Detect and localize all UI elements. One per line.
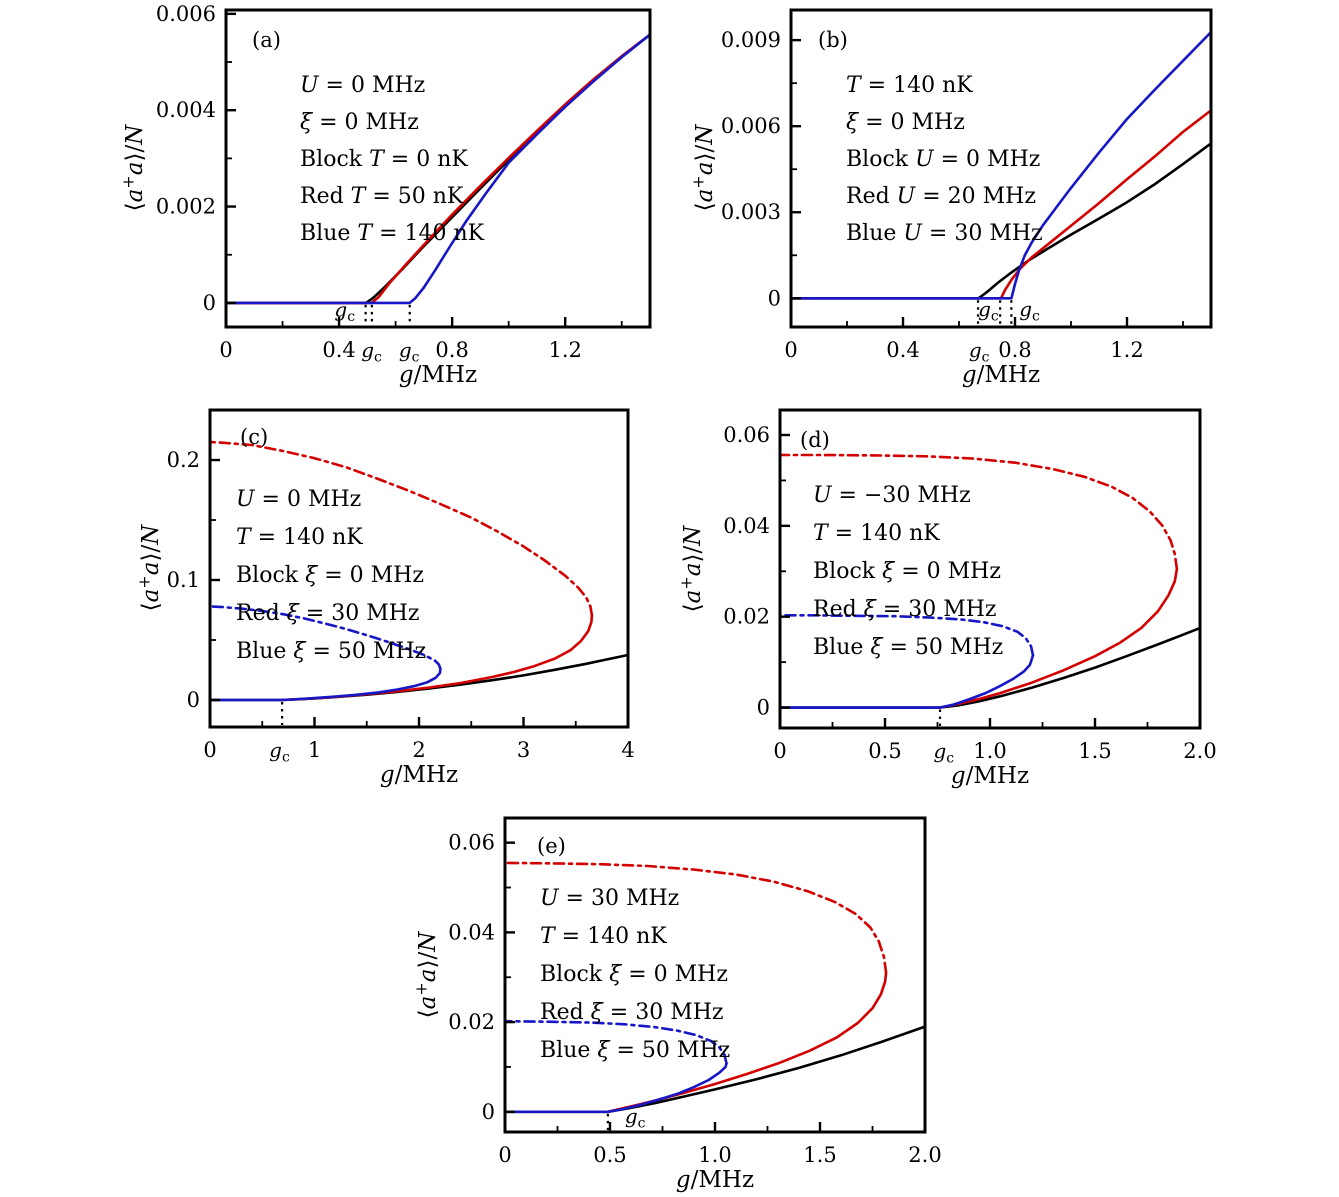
svg-text:0: 0: [203, 738, 216, 762]
svg-text:Block ξ = 0 MHz: Block ξ = 0 MHz: [813, 559, 1001, 584]
svg-text:0.04: 0.04: [723, 514, 770, 538]
svg-text:0: 0: [498, 1143, 511, 1167]
svg-text:2: 2: [412, 738, 425, 762]
svg-text:⟨a+a⟩/N: ⟨a+a⟩/N: [118, 124, 148, 212]
svg-text:0: 0: [768, 286, 781, 310]
svg-text:Red T = 50 nK: Red T = 50 nK: [300, 184, 464, 209]
svg-text:g/MHz: g/MHz: [399, 362, 477, 388]
svg-text:Blue T = 140 nK: Blue T = 140 nK: [300, 221, 485, 246]
svg-text:0.2: 0.2: [167, 448, 200, 472]
svg-text:⟨a+a⟩/N: ⟨a+a⟩/N: [134, 524, 164, 612]
svg-text:1: 1: [308, 738, 321, 762]
svg-text:T = 140 nK: T = 140 nK: [540, 924, 667, 949]
svg-text:0: 0: [219, 338, 232, 362]
svg-text:0.006: 0.006: [721, 114, 781, 138]
svg-text:0.06: 0.06: [448, 831, 495, 855]
svg-text:U = −30 MHz: U = −30 MHz: [813, 483, 971, 508]
svg-text:gc: gc: [361, 338, 382, 365]
svg-text:3: 3: [517, 738, 530, 762]
svg-text:0.002: 0.002: [156, 195, 216, 219]
svg-text:ξ = 0 MHz: ξ = 0 MHz: [300, 110, 419, 135]
svg-text:0.06: 0.06: [723, 423, 770, 447]
svg-text:Red ξ = 30 MHz: Red ξ = 30 MHz: [236, 601, 420, 626]
svg-text:Red ξ = 30 MHz: Red ξ = 30 MHz: [540, 1000, 724, 1025]
svg-text:0: 0: [187, 688, 200, 712]
svg-text:Blue U = 30 MHz: Blue U = 30 MHz: [846, 221, 1043, 246]
svg-text:0.4: 0.4: [322, 338, 355, 362]
svg-text:gc: gc: [1019, 297, 1040, 324]
svg-text:g/MHz: g/MHz: [951, 763, 1029, 789]
svg-text:(d): (d): [800, 428, 830, 452]
svg-text:4: 4: [621, 738, 634, 762]
svg-text:U = 0 MHz: U = 0 MHz: [300, 73, 425, 98]
svg-text:1.0: 1.0: [973, 739, 1006, 763]
svg-text:0.4: 0.4: [886, 338, 919, 362]
svg-text:gc: gc: [269, 738, 290, 765]
svg-text:Block U = 0 MHz: Block U = 0 MHz: [846, 147, 1040, 172]
svg-text:(e): (e): [537, 834, 566, 858]
svg-text:0.8: 0.8: [998, 338, 1031, 362]
svg-text:U = 0 MHz: U = 0 MHz: [236, 487, 361, 512]
svg-text:T = 140 nK: T = 140 nK: [813, 521, 940, 546]
svg-text:gc: gc: [969, 338, 990, 365]
svg-text:Block ξ = 0 MHz: Block ξ = 0 MHz: [236, 563, 424, 588]
svg-text:1.5: 1.5: [1078, 739, 1111, 763]
svg-text:1.5: 1.5: [803, 1143, 836, 1167]
svg-text:gc: gc: [933, 739, 954, 766]
svg-text:g/MHz: g/MHz: [676, 1167, 754, 1193]
svg-text:⟨a+a⟩/N: ⟨a+a⟩/N: [688, 124, 718, 212]
svg-text:0.004: 0.004: [156, 98, 216, 122]
svg-text:0: 0: [773, 739, 786, 763]
svg-text:Block T = 0 nK: Block T = 0 nK: [300, 147, 468, 172]
svg-text:(c): (c): [240, 425, 268, 449]
svg-text:0.04: 0.04: [448, 920, 495, 944]
svg-text:(a): (a): [252, 28, 281, 52]
svg-text:gc: gc: [978, 297, 999, 324]
svg-text:0.006: 0.006: [156, 2, 216, 26]
svg-text:2.0: 2.0: [1183, 739, 1216, 763]
svg-text:2.0: 2.0: [908, 1143, 941, 1167]
svg-text:Block ξ = 0 MHz: Block ξ = 0 MHz: [540, 962, 728, 987]
svg-text:gc: gc: [399, 338, 420, 365]
svg-text:0.5: 0.5: [593, 1143, 626, 1167]
svg-text:gc: gc: [334, 297, 355, 324]
svg-text:0.009: 0.009: [721, 28, 781, 52]
svg-text:T = 140 nK: T = 140 nK: [846, 73, 973, 98]
svg-text:0: 0: [757, 696, 770, 720]
svg-text:0: 0: [203, 291, 216, 315]
svg-text:T = 140 nK: T = 140 nK: [236, 525, 363, 550]
svg-text:0.003: 0.003: [721, 200, 781, 224]
svg-text:⟨a+a⟩/N: ⟨a+a⟩/N: [676, 525, 706, 613]
svg-text:0.8: 0.8: [435, 338, 468, 362]
svg-text:g/MHz: g/MHz: [962, 362, 1040, 388]
svg-text:Red U = 20 MHz: Red U = 20 MHz: [846, 184, 1036, 209]
svg-text:Blue ξ = 50 MHz: Blue ξ = 50 MHz: [236, 639, 426, 664]
svg-text:ξ = 0 MHz: ξ = 0 MHz: [846, 110, 965, 135]
svg-text:U = 30 MHz: U = 30 MHz: [540, 886, 679, 911]
svg-text:Blue ξ = 50 MHz: Blue ξ = 50 MHz: [540, 1038, 730, 1063]
svg-text:gc: gc: [625, 1104, 646, 1131]
svg-text:1.0: 1.0: [698, 1143, 731, 1167]
svg-text:⟨a+a⟩/N: ⟨a+a⟩/N: [411, 931, 441, 1019]
svg-text:0: 0: [482, 1100, 495, 1124]
svg-text:0: 0: [784, 338, 797, 362]
svg-text:g/MHz: g/MHz: [380, 762, 458, 788]
svg-text:1.2: 1.2: [548, 338, 581, 362]
svg-text:Blue ξ = 50 MHz: Blue ξ = 50 MHz: [813, 635, 1003, 660]
svg-text:0.02: 0.02: [448, 1010, 495, 1034]
svg-text:Red ξ = 30 MHz: Red ξ = 30 MHz: [813, 597, 997, 622]
svg-text:(b): (b): [818, 28, 848, 52]
svg-text:0.5: 0.5: [868, 739, 901, 763]
svg-text:0.1: 0.1: [167, 568, 200, 592]
svg-text:1.2: 1.2: [1110, 338, 1143, 362]
svg-text:0.02: 0.02: [723, 605, 770, 629]
